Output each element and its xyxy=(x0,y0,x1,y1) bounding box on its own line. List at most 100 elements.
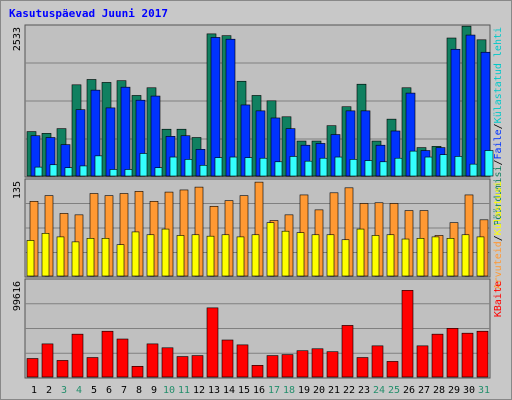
x-tick-label-29: 29 xyxy=(448,385,460,396)
bar-kbaite-29 xyxy=(446,328,459,378)
bar-kbaite-6 xyxy=(101,330,114,378)
legend-entry: / xyxy=(493,235,504,241)
bar-kbaite-15 xyxy=(236,344,249,378)
bar-kbaite-23 xyxy=(356,357,369,378)
legend-entry: Pöördumisi xyxy=(493,166,504,226)
bar-külastusi-21 xyxy=(326,234,335,277)
bar-kbaite-4 xyxy=(71,333,84,378)
bar-külastusi-7 xyxy=(116,244,125,277)
bar-kbaite-10 xyxy=(161,347,174,378)
legend-entry: Arvuteid xyxy=(493,241,504,289)
bar-külastusi-5 xyxy=(86,238,95,277)
legend-entry: / xyxy=(493,159,504,165)
x-tick-label-6: 6 xyxy=(106,385,112,396)
bar-külastusi-4 xyxy=(71,241,80,277)
x-tick-label-5: 5 xyxy=(91,385,97,396)
bar-külastusi-9 xyxy=(146,234,155,277)
bar-külastusi-30 xyxy=(461,234,470,277)
x-tick-label-20: 20 xyxy=(313,385,325,396)
bar-kbaite-8 xyxy=(131,365,144,378)
panel-kbytes: 99616 KBaite xyxy=(12,278,504,379)
x-tick-label-27: 27 xyxy=(418,385,430,396)
x-tick-label-19: 19 xyxy=(298,385,310,396)
bar-faile-13 xyxy=(210,37,221,177)
bar-külastusi-31 xyxy=(476,236,485,277)
bar-külastusi-25 xyxy=(386,234,395,277)
bar-külastusi-11 xyxy=(176,235,185,277)
legend-entry: Külastatud lehti xyxy=(493,27,504,123)
bar-külastusi-15 xyxy=(236,236,245,277)
x-tick-label-14: 14 xyxy=(223,385,235,396)
x-tick-label-21: 21 xyxy=(328,385,340,396)
bar-külastusi-22 xyxy=(341,239,350,277)
bar-kbaite-5 xyxy=(86,357,99,378)
bar-külastusi-1 xyxy=(26,240,35,277)
bar-külastusi-16 xyxy=(251,234,260,277)
x-tick-label-3: 3 xyxy=(61,385,67,396)
x-tick-label-2: 2 xyxy=(46,385,52,396)
bar-külastusi-17 xyxy=(266,222,275,277)
y-max-label: 2533 xyxy=(12,27,23,51)
bar-kbaite-12 xyxy=(191,355,204,378)
y-max-label: 135 xyxy=(12,181,23,199)
x-axis-labels: 1 2 3 4 5 6 7 8 9 10 11 12 13 14 15 16 17 18 19 20 21 22 23 24 2… xyxy=(31,385,490,396)
bar-kbaite-1 xyxy=(26,358,39,378)
bar-kbaite-25 xyxy=(386,361,399,378)
bar-kbaite-19 xyxy=(296,350,309,378)
x-tick-label-22: 22 xyxy=(343,385,355,396)
x-tick-label-23: 23 xyxy=(358,385,370,396)
x-tick-label-4: 4 xyxy=(76,385,82,396)
bar-kbaite-9 xyxy=(146,343,159,378)
bar-kbaite-11 xyxy=(176,356,189,378)
y-max-label: 99616 xyxy=(12,281,23,311)
bar-faile-7 xyxy=(120,86,131,177)
bar-külastusi-8 xyxy=(131,231,140,277)
bar-külastusi-26 xyxy=(401,238,410,277)
x-tick-label-17: 17 xyxy=(268,385,280,396)
bar-külastusi-19 xyxy=(296,232,305,277)
legend-entry: Külastusi xyxy=(493,181,504,235)
right-legend: Arvuteid/Külastusi xyxy=(493,181,504,289)
panel-visits: 135 Arvuteid/Külastusi xyxy=(12,178,504,289)
x-tick-label-12: 12 xyxy=(193,385,205,396)
x-tick-label-31: 31 xyxy=(478,385,490,396)
bar-kbaite-20 xyxy=(311,348,324,378)
bar-külastusi-20 xyxy=(311,234,320,277)
right-legend: KBaite xyxy=(493,281,504,317)
x-tick-label-11: 11 xyxy=(178,385,190,396)
bar-külastusi-14 xyxy=(221,234,230,277)
x-tick-label-10: 10 xyxy=(163,385,175,396)
legend-entry: Faile xyxy=(493,129,504,159)
x-tick-label-7: 7 xyxy=(121,385,127,396)
x-tick-label-18: 18 xyxy=(283,385,295,396)
x-tick-label-25: 25 xyxy=(388,385,400,396)
bar-külastusi-6 xyxy=(101,238,110,277)
x-tick-label-9: 9 xyxy=(151,385,157,396)
bar-kbaite-24 xyxy=(371,345,384,378)
bar-kbaite-27 xyxy=(416,345,429,378)
bar-kbaite-31 xyxy=(476,330,489,378)
bar-külastusi-10 xyxy=(161,228,170,277)
bar-kbaite-17 xyxy=(266,355,279,378)
chart-title: Kasutuspäevad Juuni 2017 xyxy=(9,7,168,20)
bar-faile-14 xyxy=(225,38,236,177)
bar-kbaite-7 xyxy=(116,338,129,378)
x-tick-label-13: 13 xyxy=(208,385,220,396)
x-tick-label-8: 8 xyxy=(136,385,142,396)
bar-külastusi-24 xyxy=(371,235,380,277)
bar-faile-6 xyxy=(105,107,116,177)
bar-kbaite-16 xyxy=(251,365,264,378)
x-tick-label-28: 28 xyxy=(433,385,445,396)
bar-kbaite-21 xyxy=(326,351,339,378)
bar-faile-9 xyxy=(150,95,161,177)
bar-kbaite-26 xyxy=(401,290,414,378)
bar-kbaite-28 xyxy=(431,333,444,378)
bar-kbaite-14 xyxy=(221,339,234,378)
bar-kbaite-30 xyxy=(461,332,474,378)
bar-külastusi-29 xyxy=(446,238,455,277)
bar-kbaite-22 xyxy=(341,325,354,378)
bar-külastusi-28 xyxy=(431,236,440,277)
legend-entry: KBaite xyxy=(493,281,504,317)
